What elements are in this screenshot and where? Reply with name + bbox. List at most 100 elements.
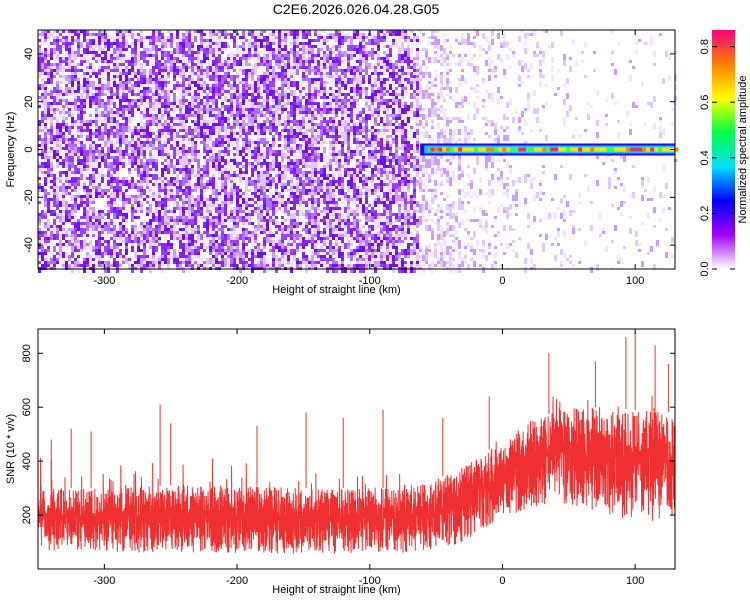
spectrogram-cell [449, 63, 452, 66]
spectrogram-cell [83, 39, 86, 42]
spectrogram-cell [164, 63, 167, 66]
spectrogram-cell [224, 141, 227, 144]
spectrogram-cell [317, 171, 320, 174]
spectrogram-cell [359, 120, 362, 123]
spectrogram-cell [143, 108, 146, 114]
spectrogram-cell [125, 138, 128, 144]
spectrogram-cell [98, 186, 101, 189]
spectrogram-cell [44, 156, 47, 159]
spectrogram-cell [236, 111, 239, 117]
spectrogram-cell [305, 141, 308, 144]
spectrogram-cell [110, 117, 113, 123]
spectrogram-cell [134, 33, 137, 39]
spectrogram-cell [260, 105, 263, 108]
spectrogram-cell [344, 105, 347, 108]
spectrogram-cell [320, 183, 323, 186]
spectrogram-cell [377, 111, 380, 114]
spectrogram-cell [89, 120, 92, 123]
spectrogram-cell [197, 159, 200, 165]
spectrogram-cell [275, 63, 278, 66]
spectrogram-cell [248, 189, 251, 192]
spectrogram-cell [71, 87, 74, 93]
spectrogram-cell [185, 51, 188, 57]
spectrogram-cell [311, 105, 314, 108]
spectrogram-cell [167, 30, 170, 33]
spectrogram-cell [434, 108, 437, 114]
spectrogram-cell [137, 162, 140, 165]
spectrogram-cell [290, 66, 293, 69]
spectrogram-cell [245, 75, 248, 81]
spectrogram-cell [329, 72, 332, 75]
spectrogram-cell [347, 147, 350, 150]
spectrogram-cell [401, 108, 404, 114]
spectrogram-cell [308, 156, 311, 162]
spectrogram-cell [305, 183, 308, 186]
spectrogram-cell [125, 48, 128, 51]
spectrogram-cell [386, 60, 389, 66]
spectrogram-cell [338, 177, 341, 180]
spectrogram-cell [530, 183, 533, 189]
spectrogram-cell [113, 57, 116, 60]
spectrogram-cell [137, 87, 140, 93]
spectrogram-cell [239, 51, 242, 54]
spectrogram-cell [116, 30, 119, 33]
spectrogram-cell [41, 117, 44, 120]
spectrogram-cell [491, 123, 494, 126]
spectrogram-cell [269, 87, 272, 90]
spectrogram-cell [113, 180, 116, 183]
spectrogram-cell [338, 81, 341, 84]
spectrogram-cell [377, 57, 380, 60]
spectrogram-cell [158, 189, 161, 192]
spectrogram-cell [233, 159, 236, 165]
spectrogram-cell [371, 87, 374, 90]
spectrogram-cell [86, 177, 89, 180]
spectrogram-cell [371, 99, 374, 102]
spectrogram-cell [107, 96, 110, 99]
spectrogram-cell [80, 126, 83, 129]
spectrogram-cell [116, 180, 119, 183]
spectrogram-cell [41, 129, 44, 132]
spectrogram-cell [152, 183, 155, 186]
spectrogram-cell [404, 180, 407, 183]
spectrogram-cell [629, 129, 632, 135]
spectrogram-cell [377, 138, 380, 141]
spectrogram-cell [377, 45, 380, 48]
spectrogram-cell [191, 57, 194, 63]
spectrogram-cell [254, 171, 257, 174]
spectrogram-cell [332, 126, 335, 132]
spectrogram-cell [200, 42, 203, 45]
spectrogram-cell [71, 126, 74, 129]
spectrogram-cell [221, 105, 224, 108]
spectrogram-cell [233, 114, 236, 117]
spectrogram-cell [98, 57, 101, 63]
spectrogram-cell [410, 117, 413, 120]
spectrogram-cell [482, 117, 485, 120]
spectrogram-cell [392, 159, 395, 162]
spectrogram-cell [53, 42, 56, 45]
spectrogram-cell [248, 162, 251, 165]
spectrogram-cell [464, 132, 467, 135]
spectrogram-cell [581, 51, 584, 54]
spectrogram-cell [263, 180, 266, 186]
spectrogram-cell [332, 57, 335, 60]
spectrogram-cell [452, 54, 455, 57]
spectrogram-cell [209, 69, 212, 72]
spectrogram-cell [140, 93, 143, 96]
spectrogram-cell [287, 159, 290, 162]
spectrogram-cell [368, 171, 371, 177]
spectrogram-cell [350, 96, 353, 99]
spectrogram-cell [293, 171, 296, 174]
spectrogram-cell [500, 171, 503, 177]
spectrogram-cell [443, 129, 446, 135]
spectrogram-cell [119, 105, 122, 111]
spectrogram-cell [104, 69, 107, 72]
spectrogram-cell [272, 84, 275, 87]
spectrogram-cell [197, 120, 200, 126]
spectrogram-cell [338, 84, 341, 87]
spectrogram-cell [371, 162, 374, 165]
spectrogram-cell [314, 90, 317, 93]
spectrogram-cell [296, 87, 299, 90]
spectrogram-cell [308, 180, 311, 186]
spectrogram-cell [185, 69, 188, 72]
spectrogram-cell [293, 117, 296, 120]
